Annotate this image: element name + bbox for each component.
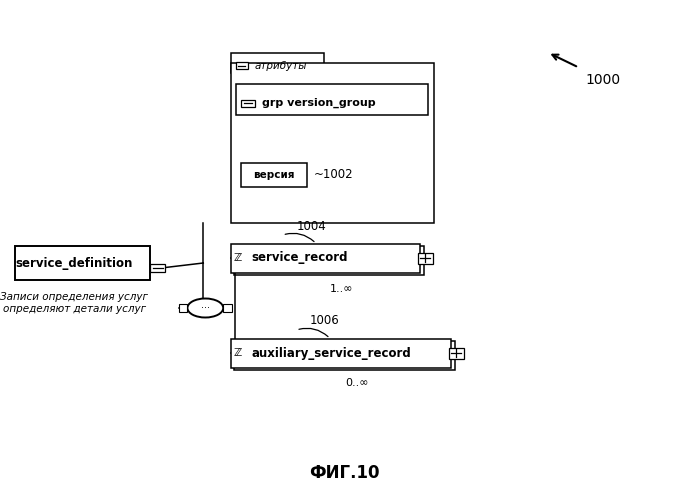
Bar (234, 341, 455, 370)
Bar (15, 246, 150, 280)
Text: service_definition: service_definition (15, 256, 133, 270)
Bar (231, 54, 324, 72)
Bar (418, 252, 433, 264)
Ellipse shape (187, 298, 223, 318)
Text: 1..∞: 1..∞ (329, 284, 353, 294)
Bar (241, 163, 307, 187)
Bar (179, 304, 187, 312)
Text: ℤ: ℤ (234, 348, 242, 358)
Bar (236, 62, 248, 69)
Text: 1006: 1006 (310, 314, 340, 328)
Bar (234, 246, 424, 275)
Bar (223, 304, 232, 312)
Text: атрибуты: атрибуты (255, 61, 307, 71)
Text: 1004: 1004 (296, 220, 326, 232)
Text: Записи определения услуг
определяют детали услуг: Записи определения услуг определяют дета… (1, 292, 148, 314)
Bar (231, 62, 434, 222)
Text: ℤ: ℤ (234, 253, 242, 263)
Bar (449, 348, 464, 358)
Text: ~1002: ~1002 (313, 168, 353, 181)
Bar (231, 338, 451, 368)
Text: service_record: service_record (251, 252, 348, 264)
Text: grp version_group: grp version_group (262, 98, 376, 108)
Bar (150, 264, 165, 272)
Bar (241, 100, 255, 107)
Bar (236, 84, 428, 115)
Text: 0..∞: 0..∞ (345, 378, 369, 388)
Bar (231, 244, 420, 272)
Text: версия: версия (253, 170, 295, 180)
Text: ···: ··· (200, 303, 210, 313)
Text: auxiliary_service_record: auxiliary_service_record (251, 346, 411, 360)
Text: ФИГ.10: ФИГ.10 (309, 464, 380, 481)
Text: 1000: 1000 (586, 72, 621, 86)
